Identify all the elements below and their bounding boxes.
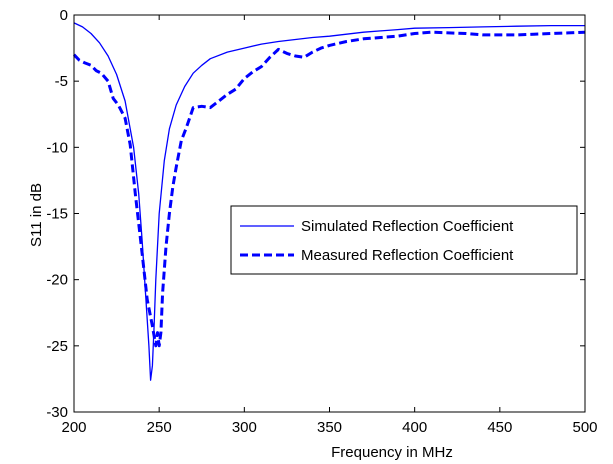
y-tick-label: -10 bbox=[46, 139, 68, 156]
axis-ticks bbox=[73, 14, 586, 413]
x-tick-label: 400 bbox=[402, 419, 427, 436]
x-tick-label: 250 bbox=[147, 419, 172, 436]
x-axis-label: Frequency in MHz bbox=[331, 444, 453, 461]
y-tick-label: 0 bbox=[60, 7, 68, 24]
x-tick-label: 350 bbox=[317, 419, 342, 436]
series-line-measured bbox=[72, 30, 586, 348]
y-axis-label: S11 in dB bbox=[28, 183, 45, 247]
y-tick-label: -25 bbox=[46, 338, 68, 355]
x-tick-label: 300 bbox=[232, 419, 257, 436]
plot-lines bbox=[72, 22, 586, 381]
legend-label-measured: Measured Reflection Coefficient bbox=[301, 247, 514, 264]
y-tick-label: -5 bbox=[55, 73, 68, 90]
y-tick-label: -15 bbox=[46, 206, 68, 223]
x-tick-label: 450 bbox=[487, 419, 512, 436]
legend-box bbox=[230, 205, 578, 275]
x-tick-label: 500 bbox=[572, 419, 597, 436]
legend: Simulated Reflection Coefficient Measure… bbox=[230, 205, 578, 275]
series-line-simulated bbox=[73, 22, 585, 381]
y-tick-label: -30 bbox=[46, 404, 68, 421]
y-tick-label: -20 bbox=[46, 272, 68, 289]
x-tick-label: 200 bbox=[61, 419, 86, 436]
axis-tick-labels: 200 250 300 350 400 450 500 0 -5 -10 -15 -20 -25 -30 bbox=[46, 7, 597, 436]
legend-label-simulated: Simulated Reflection Coefficient bbox=[301, 218, 514, 235]
